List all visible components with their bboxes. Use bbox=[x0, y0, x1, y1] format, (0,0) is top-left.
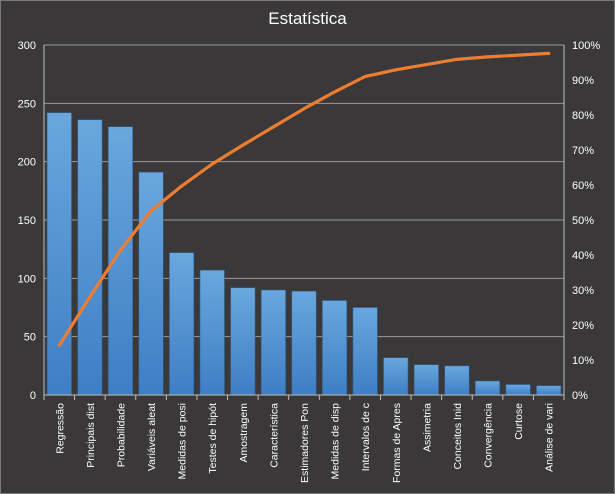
y-right-tick-label: 90% bbox=[572, 75, 594, 87]
x-category-label: Principais dist bbox=[85, 403, 97, 468]
x-category-label: Formas de Apres bbox=[391, 403, 403, 483]
cumulative-point bbox=[118, 248, 122, 252]
x-category-label: Variáveis aleat bbox=[146, 403, 158, 471]
cumulative-point bbox=[180, 184, 184, 188]
bar bbox=[291, 290, 317, 396]
bar bbox=[505, 384, 531, 396]
y-left-tick-label: 0 bbox=[30, 390, 36, 402]
cumulative-point bbox=[516, 53, 520, 57]
bar bbox=[352, 307, 378, 396]
x-category-label: Característica bbox=[268, 403, 280, 468]
bar bbox=[383, 357, 409, 396]
cumulative-point bbox=[149, 209, 153, 213]
x-category-label: Probabilidade bbox=[115, 403, 127, 467]
cumulative-point bbox=[455, 57, 459, 61]
cumulative-point bbox=[302, 107, 306, 111]
bar bbox=[444, 365, 470, 396]
x-category-label: Convergência bbox=[483, 403, 495, 468]
x-category-label: Curtose bbox=[513, 403, 525, 440]
bar bbox=[260, 289, 286, 396]
bar bbox=[413, 364, 439, 396]
x-category-label: Intervalos de c bbox=[360, 403, 372, 471]
axes: 0 50 100 150 200 250 300 0% 10% 20% 30% 40% 50% 60% 70… bbox=[18, 40, 601, 483]
y-left-tick-label: 50 bbox=[24, 332, 36, 344]
cumulative-point bbox=[333, 90, 337, 94]
bars bbox=[46, 112, 562, 396]
y-right-tick-label: 40% bbox=[572, 250, 594, 262]
x-category-label: Conceitos Inid bbox=[452, 403, 464, 470]
y-left-tick-label: 100 bbox=[18, 273, 36, 285]
y-right-tick-label: 50% bbox=[572, 215, 594, 227]
bar bbox=[46, 112, 72, 396]
cumulative-point bbox=[210, 162, 214, 166]
bar bbox=[77, 119, 103, 396]
x-category-label: Medidas de disp bbox=[330, 403, 342, 480]
y-right-tick-label: 60% bbox=[572, 180, 594, 192]
cumulative-point bbox=[394, 68, 398, 72]
bar bbox=[169, 252, 195, 396]
x-category-label: Regressão bbox=[54, 403, 66, 454]
cumulative-line bbox=[57, 51, 551, 347]
y-right-tick-label: 30% bbox=[572, 285, 594, 297]
chart-title: Estatística bbox=[268, 9, 347, 28]
x-category-label: Testes de hipót bbox=[207, 403, 219, 474]
cumulative-point bbox=[547, 51, 551, 55]
cumulative-point bbox=[424, 63, 428, 67]
y-right-tick-label: 80% bbox=[572, 110, 594, 122]
cumulative-point bbox=[271, 125, 275, 129]
y-right-tick-label: 10% bbox=[572, 355, 594, 367]
cumulative-point bbox=[363, 75, 367, 78]
cumulative-point bbox=[88, 295, 92, 299]
y-right-tick-label: 100% bbox=[572, 40, 600, 52]
bar bbox=[199, 269, 225, 396]
cumulative-point bbox=[241, 143, 245, 147]
bar bbox=[107, 126, 134, 396]
bar bbox=[322, 300, 348, 396]
y-left-tick-label: 150 bbox=[18, 215, 36, 227]
bar bbox=[536, 385, 562, 396]
x-category-label: Análise de vari bbox=[544, 403, 556, 472]
y-right-tick-label: 70% bbox=[572, 145, 594, 157]
y-left-tick-label: 200 bbox=[18, 157, 36, 169]
y-left-tick-label: 250 bbox=[18, 98, 36, 110]
x-category-label: Amostragem bbox=[238, 403, 250, 463]
bar bbox=[230, 287, 256, 396]
y-right-tick-label: 20% bbox=[572, 320, 594, 332]
x-category-label: Medidas de posi bbox=[177, 403, 189, 479]
y-left-tick-label: 300 bbox=[18, 40, 36, 52]
x-category-label: Assimetria bbox=[421, 403, 433, 452]
bar bbox=[474, 380, 501, 396]
x-category-label: Estimadores Pon bbox=[299, 403, 311, 483]
cumulative-point bbox=[57, 343, 61, 347]
cumulative-point bbox=[486, 55, 490, 59]
y-right-tick-label: 0% bbox=[572, 390, 588, 402]
